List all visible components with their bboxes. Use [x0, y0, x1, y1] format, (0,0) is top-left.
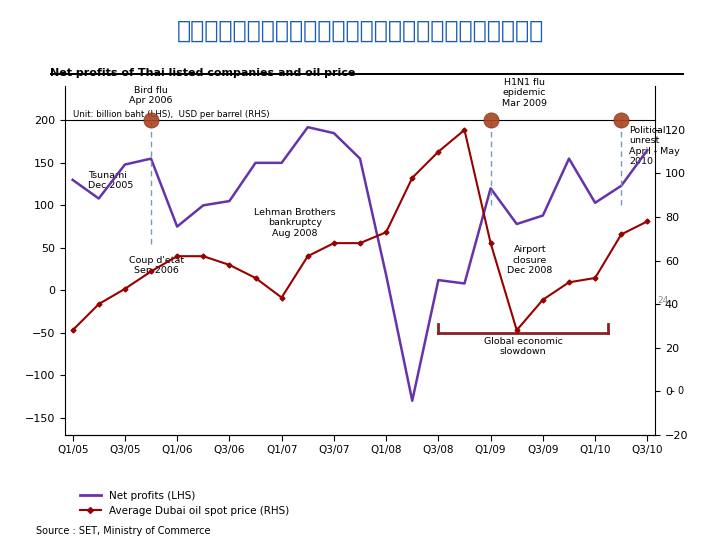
Text: Tsunami
Dec 2005: Tsunami Dec 2005	[89, 171, 134, 190]
Text: Political
unrest
April - May
2010: Political unrest April - May 2010	[629, 126, 680, 166]
Text: Bird flu
Apr 2006: Bird flu Apr 2006	[130, 86, 173, 105]
Legend: Net profits (LHS), Average Dubai oil spot price (RHS): Net profits (LHS), Average Dubai oil spo…	[76, 487, 294, 520]
Text: Global economic
slowdown: Global economic slowdown	[484, 337, 563, 356]
Point	[616, 116, 627, 125]
Text: Unit: billion baht (LHS),  USD per barrel (RHS): Unit: billion baht (LHS), USD per barrel…	[73, 110, 269, 119]
Text: H1N1 flu
epidemic
Mar 2009: H1N1 flu epidemic Mar 2009	[502, 78, 547, 107]
Text: 24: 24	[658, 296, 669, 305]
Point	[145, 116, 157, 125]
Text: ผลประกอบการของบรษทจดทะเบยน: ผลประกอบการของบรษทจดทะเบยน	[176, 19, 544, 43]
Text: Source : SET, Ministry of Commerce: Source : SET, Ministry of Commerce	[36, 525, 210, 536]
Text: Net profits of Thai listed companies and oil price: Net profits of Thai listed companies and…	[50, 68, 356, 78]
Text: Airport
closure
Dec 2008: Airport closure Dec 2008	[507, 245, 552, 275]
Text: Coup d'etat
Sep 2006: Coup d'etat Sep 2006	[129, 255, 184, 275]
Text: – 0: – 0	[670, 386, 684, 396]
Point	[485, 116, 496, 125]
Text: Lehman Brothers
bankruptcy
Aug 2008: Lehman Brothers bankruptcy Aug 2008	[254, 208, 336, 238]
